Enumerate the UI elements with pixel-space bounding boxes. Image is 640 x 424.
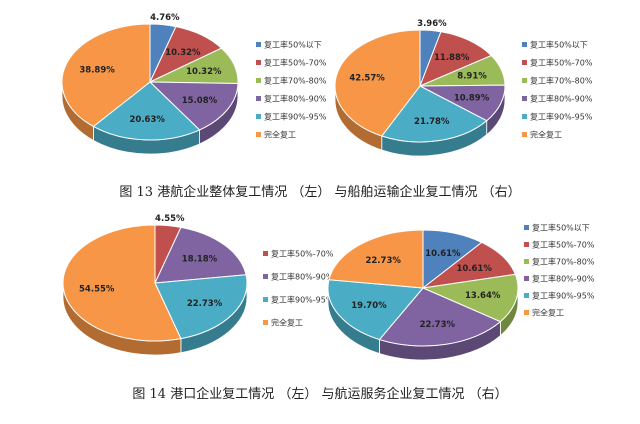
chart-legend: 复工率50%-70% 复工率80%-90% 复工率90%-95% 完全复工 (263, 249, 334, 328)
legend-swatch (524, 310, 529, 315)
pie-data-label: 10.61% (456, 264, 492, 274)
legend-label: 复工率70%-80% (264, 76, 327, 86)
legend-label: 复工率90%-95% (530, 112, 593, 122)
pie-data-label: 10.61% (425, 249, 461, 259)
legend-label: 完全复工 (264, 130, 296, 140)
legend-label: 复工率80%-90% (264, 94, 327, 104)
pie-data-label: 13.64% (465, 291, 501, 301)
legend-label: 复工率50%-70% (264, 58, 327, 68)
pie-slice (419, 31, 493, 87)
pie-data-label: 4.76% (150, 13, 180, 23)
legend-label: 复工率50%以下 (532, 223, 590, 233)
legend-label: 复工率90%-95% (271, 295, 334, 305)
legend-label: 复工率50%-70% (530, 58, 593, 68)
pie-slice (334, 29, 421, 137)
legend-swatch (524, 242, 529, 247)
pie-slice (62, 224, 182, 342)
pie-data-label: 19.70% (351, 301, 387, 311)
pie-slice (378, 287, 502, 347)
legend-label: 复工率80%-90% (532, 274, 595, 284)
pie-data-label: 54.55% (79, 284, 115, 294)
figure-14-caption: 图 14 港口企业复工情况 （左） 与航运服务企业复工情况 （右） (132, 387, 508, 402)
pie-slice (148, 81, 239, 131)
legend-label: 完全复工 (530, 130, 562, 140)
legend-label: 复工率50%以下 (264, 40, 322, 50)
legend-swatch (524, 259, 529, 264)
pie-slice (328, 229, 424, 289)
pie-data-label: 11.88% (434, 53, 470, 63)
legend-swatch (522, 78, 527, 83)
legend-swatch (263, 297, 268, 302)
legend-label: 复工率50%-70% (271, 249, 334, 259)
legend-swatch (256, 96, 261, 101)
pie-slice (61, 23, 151, 128)
legend-label: 复工率70%-80% (532, 257, 595, 267)
legend-label: 完全复工 (271, 318, 303, 328)
legend-swatch (524, 276, 529, 281)
legend-label: 复工率70%-80% (530, 76, 593, 86)
pie-data-label: 10.32% (186, 67, 222, 77)
pie-chart-4: 10.61% 10.61% 13.64% 22.73% 19.70% 22.73% 复工率5… (327, 223, 595, 361)
pie-data-label: 8.91% (457, 72, 487, 82)
pie-slice (327, 279, 425, 341)
pie-chart-1: 4.76% 10.32% 10.32% 15.08% 20.63% 38.89% 复工率50… (61, 13, 327, 155)
legend-swatch (256, 114, 261, 119)
pie-data-label: 38.89% (79, 65, 115, 75)
pie-data-label: 22.73% (187, 299, 223, 309)
pie-data-label: 10.89% (454, 93, 490, 103)
legend-label: 复工率90%-95% (264, 112, 327, 122)
legend-swatch (524, 225, 529, 230)
pie-data-label: 20.63% (129, 115, 165, 125)
figure-13-caption: 图 13 港航企业整体复工情况 （左） 与船舶运输企业复工情况 （右） (119, 185, 521, 200)
pie-slice (380, 85, 488, 143)
legend-label: 复工率90%-95% (532, 291, 595, 301)
legend-label: 复工率80%-90% (530, 94, 593, 104)
legend-label: 复工率50%-70% (532, 240, 595, 250)
legend-label: 复工率80%-90% (271, 272, 334, 282)
pie-data-label: 22.73% (420, 320, 456, 330)
pie-data-label: 3.96% (417, 19, 447, 29)
legend-swatch (522, 132, 527, 137)
pie-data-label: 10.32% (165, 48, 201, 58)
pie-chart-3: 4.55% 18.18% 22.73% 54.55% 复工率50%-70% 复工率80%-… (62, 214, 334, 356)
pie-data-label: 4.55% (155, 214, 185, 224)
legend-swatch (263, 251, 268, 256)
pie-data-label: 15.08% (182, 96, 218, 106)
legend-swatch (263, 320, 268, 325)
pie-slice (92, 81, 201, 141)
legend-swatch (522, 60, 527, 65)
pie-slice (154, 274, 248, 340)
legend-swatch (256, 78, 261, 83)
legend-swatch (522, 114, 527, 119)
legend-swatch (524, 293, 529, 298)
legend-label: 完全复工 (532, 308, 564, 318)
pie-data-label: 18.18% (182, 255, 218, 265)
pie-data-label: 22.73% (365, 256, 401, 266)
legend-swatch (522, 42, 527, 47)
pie-slice (154, 226, 247, 284)
pie-slice (421, 273, 519, 323)
legend-label: 复工率50%以下 (530, 40, 588, 50)
legend-swatch (263, 274, 268, 279)
legend-swatch (256, 60, 261, 65)
legend-swatch (522, 96, 527, 101)
pie-data-label: 21.78% (414, 117, 450, 127)
pie-data-label: 42.57% (349, 74, 385, 84)
legend-swatch (256, 132, 261, 137)
legend-swatch (256, 42, 261, 47)
pie-chart-2: 3.96% 11.88% 8.91% 10.89% 21.78% 42.57% 复工率50%… (334, 19, 593, 157)
